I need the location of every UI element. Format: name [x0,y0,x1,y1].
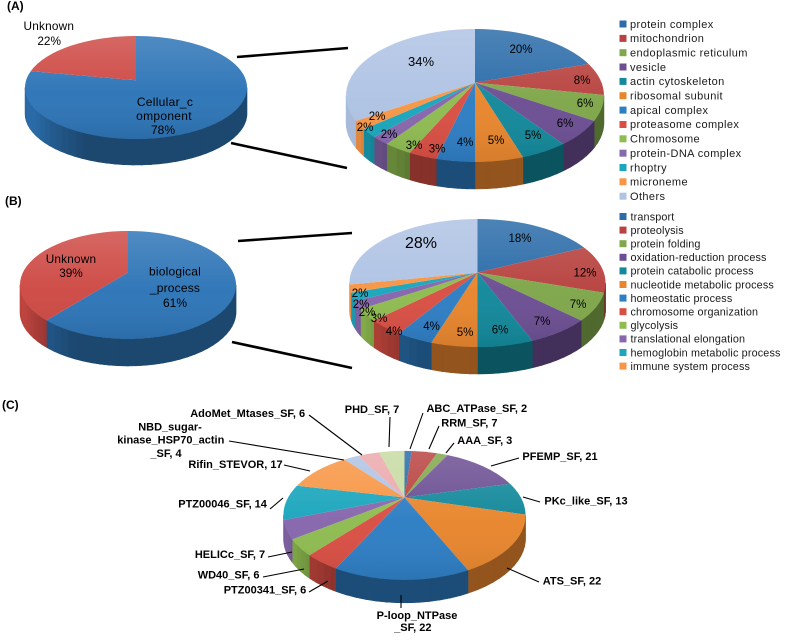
svg-text:kinase_HSP70_actin: kinase_HSP70_actin [117,434,224,446]
svg-text:(A): (A) [7,0,24,13]
svg-text:translational elongation: translational elongation [631,334,746,346]
svg-text:2%: 2% [357,122,374,134]
svg-text:28%: 28% [405,235,437,252]
svg-text:HELICc_SF, 7: HELICc_SF, 7 [195,549,265,561]
svg-text:20%: 20% [509,44,532,56]
svg-text:2%: 2% [369,111,386,123]
svg-text:PTZ00341_SF, 6: PTZ00341_SF, 6 [224,585,307,597]
svg-text:AAA_SF, 3: AAA_SF, 3 [457,435,512,447]
svg-text:protein catabolic process: protein catabolic process [631,266,755,278]
svg-text:2%: 2% [353,299,370,311]
svg-text:7%: 7% [570,299,587,311]
svg-text:Unknown: Unknown [46,252,97,266]
svg-text:_SF, 4: _SF, 4 [149,448,182,460]
svg-text:3%: 3% [371,313,388,325]
svg-text:transport: transport [631,211,675,223]
svg-text:6%: 6% [492,325,509,337]
svg-text:Others: Others [630,191,666,203]
svg-text:proteolysis: proteolysis [631,225,685,237]
svg-text:P-loop_NTPase: P-loop_NTPase [377,610,458,622]
svg-text:_process: _process [149,281,200,295]
svg-text:61%: 61% [163,296,187,310]
svg-text:Cellular_c: Cellular_c [137,95,193,109]
svg-text:4%: 4% [457,137,474,149]
svg-text:2%: 2% [359,307,376,319]
svg-text:2%: 2% [381,129,398,141]
svg-text:WD40_SF, 6: WD40_SF, 6 [198,569,260,581]
svg-text:endoplasmic reticulum: endoplasmic reticulum [630,48,748,60]
svg-text:3%: 3% [406,140,423,152]
svg-text:PTZ00046_SF, 14: PTZ00046_SF, 14 [178,498,268,510]
svg-text:AdoMet_Mtases_SF, 6: AdoMet_Mtases_SF, 6 [190,408,305,420]
svg-text:RRM_SF, 7: RRM_SF, 7 [441,418,497,430]
svg-text:nucleotide metabolic process: nucleotide metabolic process [631,279,775,291]
svg-text:oxidation-reduction process: oxidation-reduction process [631,252,768,264]
svg-text:12%: 12% [573,268,596,280]
svg-text:protein folding: protein folding [631,239,701,251]
svg-text:5%: 5% [457,327,474,339]
svg-text:omponent: omponent [136,109,192,123]
svg-text:3%: 3% [429,144,446,156]
svg-text:PKc_like_SF, 13: PKc_like_SF, 13 [544,495,627,507]
svg-text:39%: 39% [59,266,83,280]
svg-text:protein complex: protein complex [630,19,714,31]
svg-text:22%: 22% [37,34,61,48]
svg-text:78%: 78% [151,123,175,137]
svg-text:_SF, 22: _SF, 22 [393,622,431,634]
svg-text:(B): (B) [5,194,22,208]
svg-text:glycolysis: glycolysis [631,320,679,332]
svg-text:6%: 6% [557,118,574,130]
svg-text:2%: 2% [352,288,369,300]
svg-text:4%: 4% [386,326,403,338]
svg-text:(C): (C) [2,398,19,412]
svg-text:7%: 7% [534,316,551,328]
svg-text:4%: 4% [423,321,440,333]
svg-text:ribosomal subunit: ribosomal subunit [630,91,723,103]
svg-text:proteasome complex: proteasome complex [630,119,739,131]
svg-text:5%: 5% [488,135,505,147]
svg-text:18%: 18% [508,233,531,245]
svg-text:microneme: microneme [630,177,688,189]
svg-text:Chromosome: Chromosome [630,134,700,146]
svg-text:apical complex: apical complex [630,105,708,117]
svg-text:chromosome organization: chromosome organization [631,307,759,319]
svg-text:actin cytoskeleton: actin cytoskeleton [630,76,725,88]
svg-text:protein-DNA complex: protein-DNA complex [630,148,742,160]
svg-text:biological: biological [149,265,201,279]
svg-text:34%: 34% [408,54,434,69]
svg-text:8%: 8% [574,75,591,87]
svg-text:mitochondrion: mitochondrion [630,33,704,45]
svg-text:6%: 6% [577,98,594,110]
svg-text:homeostatic process: homeostatic process [631,293,733,305]
svg-text:vesicle: vesicle [630,62,666,74]
svg-text:ABC_ATPase_SF, 2: ABC_ATPase_SF, 2 [426,403,527,415]
svg-text:hemoglobin metabolic process: hemoglobin metabolic process [631,347,781,359]
svg-text:Unknown: Unknown [24,19,75,33]
svg-text:5%: 5% [525,130,542,142]
svg-text:rhoptry: rhoptry [630,162,667,174]
svg-text:NBD_sugar-: NBD_sugar- [138,421,202,433]
svg-text:Rifin_STEVOR, 17: Rifin_STEVOR, 17 [188,459,282,471]
svg-text:PFEMP_SF, 21: PFEMP_SF, 21 [522,451,597,463]
svg-text:ATS_SF, 22: ATS_SF, 22 [543,575,602,587]
svg-text:immune system process: immune system process [631,361,751,373]
svg-text:PHD_SF, 7: PHD_SF, 7 [345,404,399,416]
